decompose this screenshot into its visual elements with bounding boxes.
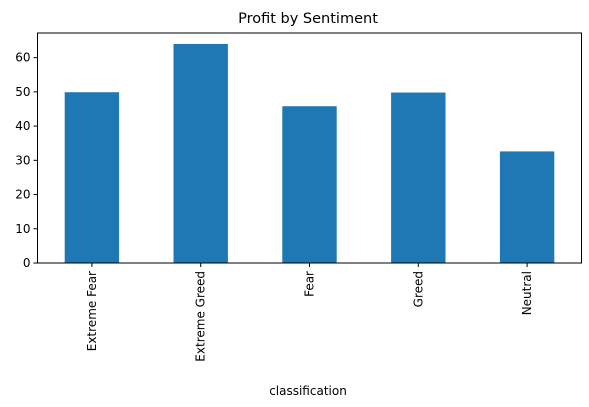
x-axis-label: classification bbox=[269, 384, 347, 398]
y-tick-label: 60 bbox=[15, 51, 30, 65]
x-tick-label-fear: Fear bbox=[303, 271, 317, 297]
y-tick-label: 30 bbox=[15, 153, 30, 167]
bars-layer bbox=[64, 43, 555, 264]
bar-extreme-fear bbox=[64, 92, 120, 264]
chart-title: Profit by Sentiment bbox=[238, 11, 378, 27]
bar-extreme-greed bbox=[173, 43, 228, 264]
bar-fear bbox=[282, 106, 337, 263]
y-tick-label: 50 bbox=[15, 85, 30, 99]
y-tick-label: 10 bbox=[15, 222, 30, 236]
bar-greed bbox=[391, 92, 446, 263]
bar-neutral bbox=[499, 151, 555, 263]
x-tick-label-neutral: Neutral bbox=[520, 271, 534, 315]
y-tick-label: 40 bbox=[15, 119, 30, 133]
x-tick-label-extreme-greed: Extreme Greed bbox=[194, 271, 208, 362]
x-tick-label-greed: Greed bbox=[411, 271, 425, 307]
y-axis: 0 10 20 30 40 50 60 bbox=[15, 51, 38, 270]
x-tick-label-extreme-fear: Extreme Fear bbox=[85, 271, 99, 351]
x-axis: Extreme Fear Extreme Greed Fear Greed Neutra… bbox=[85, 263, 534, 362]
y-tick-label: 0 bbox=[23, 256, 31, 270]
y-tick-label: 20 bbox=[15, 188, 30, 202]
